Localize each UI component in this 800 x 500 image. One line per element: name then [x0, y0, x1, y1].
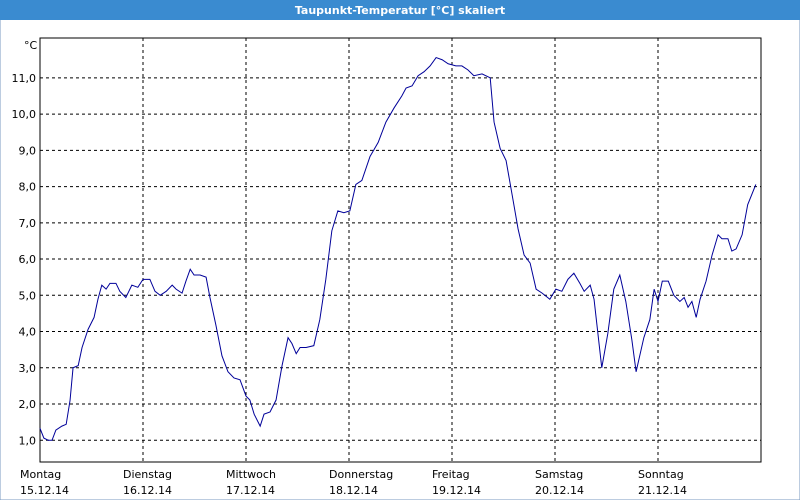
y-tick-label: 11,0 [12, 72, 37, 85]
chart-title: Taupunkt-Temperatur [°C] skaliert [295, 4, 505, 17]
x-tick-label: Sonntag [638, 468, 684, 481]
x-tick-date: 20.12.14 [535, 484, 584, 497]
y-tick-label: 8,0 [19, 181, 37, 194]
y-tick-label: 6,0 [19, 253, 37, 266]
x-tick-date: 18.12.14 [329, 484, 378, 497]
x-tick-label: Freitag [432, 468, 470, 481]
x-tick-date: 16.12.14 [123, 484, 172, 497]
title-bar [0, 0, 800, 20]
x-tick-label: Donnerstag [329, 468, 393, 481]
x-tick-label: Dienstag [123, 468, 172, 481]
y-tick-label: 2,0 [19, 398, 37, 411]
y-axis-label: °C [24, 39, 38, 52]
y-tick-label: 4,0 [19, 326, 37, 339]
y-tick-label: 9,0 [19, 144, 37, 157]
y-tick-label: 10,0 [12, 108, 37, 121]
x-tick-label: Samstag [535, 468, 583, 481]
y-tick-label: 3,0 [19, 362, 37, 375]
x-tick-date: 15.12.14 [20, 484, 69, 497]
y-tick-label: 7,0 [19, 217, 37, 230]
x-tick-label: Mittwoch [226, 468, 276, 481]
x-tick-date: 17.12.14 [226, 484, 275, 497]
x-tick-date: 21.12.14 [638, 484, 687, 497]
x-tick-label: Montag [20, 468, 61, 481]
x-tick-date: 19.12.14 [432, 484, 481, 497]
y-tick-label: 5,0 [19, 289, 37, 302]
y-tick-label: 1,0 [19, 434, 37, 447]
data-line [39, 56, 757, 441]
